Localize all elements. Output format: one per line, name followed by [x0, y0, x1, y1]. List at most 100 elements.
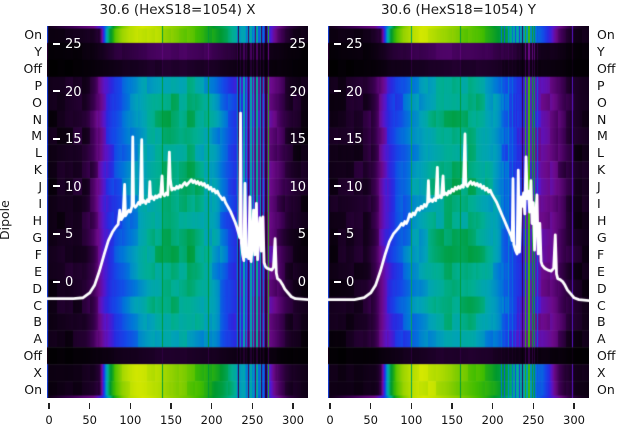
y-tick-label-inner-left: 25	[53, 37, 82, 52]
row-label-left-k-8: K	[33, 162, 42, 178]
row-label-right-i-10: I	[597, 196, 601, 212]
y-tick-mark	[334, 232, 341, 235]
row-label-left-d-15: D	[32, 280, 42, 296]
y-tick-label-inner-left: 15	[334, 132, 363, 147]
row-label-right-o-4: O	[597, 94, 607, 110]
x-tick-mark	[491, 403, 494, 409]
y-tick-label-inner-left: 0	[53, 275, 73, 290]
x-tick-label: 50	[363, 413, 378, 427]
y-tick-mark	[53, 280, 60, 283]
y-tick-label-inner-left: 10	[334, 180, 363, 195]
row-label-right-e-14: E	[597, 263, 605, 279]
x-tick-mark	[210, 403, 213, 409]
x-tick-label: 50	[82, 413, 97, 427]
x-tick-label: 200	[200, 413, 223, 427]
x-tick-label: 200	[481, 413, 504, 427]
x-tick-mark	[410, 403, 413, 409]
row-label-right-h-11: H	[597, 213, 607, 228]
y-tick-label-inner-left: 20	[53, 85, 82, 100]
y-tick-mark	[334, 185, 341, 188]
row-label-left-c-16: C	[33, 297, 42, 313]
y-tick-label-inner-right: 0	[297, 275, 306, 290]
y-tick-mark	[53, 42, 60, 45]
row-label-right-f-13: F	[597, 246, 605, 262]
panel-y-title: 30.6 (HexS18=1054) Y	[380, 2, 537, 18]
y-tick-mark	[53, 185, 60, 188]
y-tick-label-inner-left: 10	[53, 180, 82, 195]
y-tick-label-inner-left: 5	[334, 227, 354, 242]
panel-x-title: 30.6 (HexS18=1054) X	[99, 2, 256, 18]
y-tick-label-inner-left: 25	[334, 37, 363, 52]
x-tick-mark	[129, 403, 132, 409]
y-tick-label-inner-left: 15	[53, 132, 82, 147]
row-label-right-p-3: P	[597, 77, 605, 93]
row-label-right-m-6: M	[597, 128, 608, 144]
x-tick-label: 100	[400, 413, 423, 427]
row-label-left-m-6: M	[31, 128, 42, 144]
row-label-right-k-8: K	[597, 162, 606, 178]
row-label-left-g-12: G	[32, 229, 42, 245]
row-label-left-j-9: J	[38, 179, 42, 195]
panel-x-heatmap: 25 25 20 20 15 15 10 10 5 5 0 0	[47, 26, 308, 398]
y-tick-label-inner-left: 5	[53, 227, 73, 242]
row-label-left-off-19: Off	[23, 348, 42, 364]
row-label-right-on-0: On	[597, 27, 615, 42]
y-tick-mark	[53, 232, 60, 235]
row-label-left-b-17: B	[33, 314, 42, 330]
row-label-left-x-20: X	[33, 365, 42, 381]
y-tick-label-inner-left: 20	[334, 85, 363, 100]
x-tick-label: 300	[282, 413, 304, 427]
row-label-left-n-5: N	[32, 111, 42, 127]
row-label-left-i-10: I	[38, 196, 42, 212]
row-label-right-on-21: On	[597, 382, 615, 398]
row-label-left-h-11: H	[32, 213, 42, 228]
row-label-right-b-17: B	[597, 314, 606, 330]
row-label-right-off-19: Off	[597, 348, 616, 364]
y-tick-label-inner-right: 5	[297, 227, 306, 243]
heatmap-canvas	[47, 26, 308, 398]
y-tick-label-inner-right: 10	[289, 179, 306, 195]
row-label-left-e-14: E	[34, 263, 42, 279]
x-tick-mark	[292, 403, 294, 409]
x-tick-mark	[170, 403, 172, 409]
row-label-left-f-13: F	[34, 246, 42, 262]
row-label-left-y-1: Y	[34, 43, 42, 59]
row-label-left-on-0: On	[24, 27, 42, 42]
x-tick-label: 250	[522, 413, 545, 427]
row-label-left-p-3: P	[34, 77, 42, 93]
x-tick-label: 100	[119, 413, 142, 427]
x-tick-mark	[329, 403, 331, 409]
row-label-right-off-2: Off	[597, 60, 616, 76]
y-tick-mark	[334, 137, 341, 140]
x-tick-mark	[532, 403, 535, 409]
x-tick-mark	[573, 403, 575, 409]
row-label-right-n-5: N	[597, 111, 607, 127]
x-tick-label: 300	[563, 413, 585, 427]
x-tick-label: 150	[160, 413, 182, 427]
panel-y-heatmap: 25 20 15 10 5 0	[328, 26, 589, 398]
x-tick-mark	[369, 403, 372, 409]
row-label-right-j-9: J	[597, 179, 601, 195]
row-label-right-c-16: C	[597, 297, 606, 313]
row-label-left-l-7: L	[35, 145, 42, 161]
row-label-right-y-1: Y	[597, 43, 605, 59]
row-label-right-l-7: L	[597, 145, 604, 161]
x-tick-mark	[88, 403, 91, 409]
row-label-left-on-21: On	[24, 382, 42, 398]
x-tick-mark	[48, 403, 50, 409]
x-tick-label: 150	[441, 413, 463, 427]
x-tick-mark	[451, 403, 453, 409]
row-label-left-a-18: A	[33, 331, 42, 347]
x-tick-label: 0	[45, 413, 53, 427]
y-tick-label-inner-right: 25	[289, 37, 306, 52]
y-tick-label-inner-right: 20	[289, 84, 306, 100]
y-tick-mark	[334, 42, 341, 45]
row-label-right-x-20: X	[597, 365, 606, 381]
y-tick-mark	[334, 280, 341, 283]
y-tick-mark	[334, 90, 341, 93]
row-label-right-a-18: A	[597, 331, 606, 347]
y-tick-mark	[53, 90, 60, 93]
row-label-left-o-4: O	[32, 94, 42, 110]
x-tick-label: 0	[326, 413, 334, 427]
